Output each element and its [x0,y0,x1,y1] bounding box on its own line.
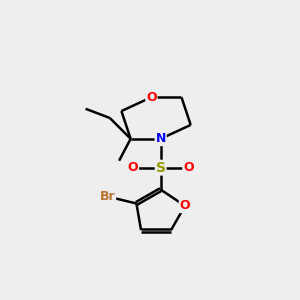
Text: Br: Br [100,190,116,203]
Text: O: O [180,199,190,212]
Text: O: O [183,161,194,174]
Text: O: O [128,161,138,174]
Text: O: O [146,91,157,104]
Text: S: S [156,161,166,175]
Text: N: N [155,132,166,145]
